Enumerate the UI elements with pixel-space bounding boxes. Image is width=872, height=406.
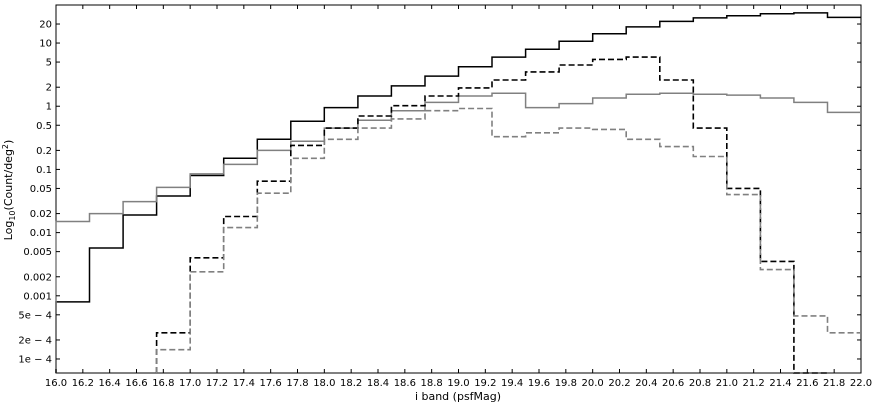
series-line-black-solid (55, 12, 861, 373)
x-axis: 16.0 16.2 16.4 16.6 16.8 17.0 17.2 17.4 17.6 17.8… (45, 5, 872, 389)
y-axis-title-sub: 10 (8, 210, 17, 220)
y-axis-title-rest: (Count/deg (2, 149, 15, 210)
y-tick-label: 0.02 (30, 209, 52, 220)
y-tick-label: 10 (39, 39, 52, 50)
x-tick-label: 21.0 (716, 378, 738, 389)
y-tick-label: 0.1 (36, 165, 52, 176)
y-tick-label: 0.005 (23, 247, 52, 258)
y-axis-title-main: Log (2, 221, 15, 241)
x-tick-label: 16.4 (99, 378, 121, 389)
x-tick-label: 20.4 (635, 378, 657, 389)
x-tick-label: 20.8 (689, 378, 711, 389)
x-tick-label: 17.0 (179, 378, 201, 389)
x-tick-label: 17.2 (206, 378, 228, 389)
x-tick-label: 19.4 (501, 378, 523, 389)
x-tick-label: 20.0 (582, 378, 604, 389)
y-tick-label: 0.002 (23, 272, 52, 283)
x-tick-label: 17.4 (233, 378, 255, 389)
series-line-gray-dashed (155, 107, 861, 373)
y-axis-title-end: ) (2, 140, 15, 144)
x-tick-label: 18.6 (394, 378, 416, 389)
x-tick-label: 20.6 (662, 378, 684, 389)
y-tick-label: 0.001 (23, 291, 52, 302)
y-tick-label: 20 (39, 20, 52, 31)
y-tick-label: 5e − 4 (18, 310, 52, 321)
x-tick-label: 21.8 (823, 378, 845, 389)
series-layer (55, 12, 861, 374)
y-tick-label: 0.05 (30, 184, 52, 195)
x-tick-label: 18.8 (421, 378, 443, 389)
y-axis: 1e − 4 2e − 4 5e − 4 0.001 0.002 0.005 0.01 0.0… (18, 20, 861, 365)
y-tick-label: 2 (46, 83, 52, 94)
x-tick-label: 16.6 (125, 378, 147, 389)
x-tick-label: 16.0 (45, 378, 67, 389)
x-tick-label: 17.6 (260, 378, 282, 389)
series-line-gray-solid (55, 92, 861, 373)
x-tick-label: 19.2 (474, 378, 496, 389)
y-tick-label: 0.2 (36, 146, 52, 157)
x-axis-title: i band (psfMag) (415, 390, 501, 403)
x-tick-label: 16.8 (152, 378, 174, 389)
y-axis-title: Log10(Count/deg2) (1, 140, 17, 241)
x-tick-label: 19.6 (528, 378, 550, 389)
x-tick-label: 18.2 (340, 378, 362, 389)
x-tick-label: 19.8 (555, 378, 577, 389)
x-tick-label: 16.2 (72, 378, 94, 389)
y-tick-label: 2e − 4 (18, 335, 52, 346)
x-tick-label: 20.2 (608, 378, 630, 389)
y-tick-label: 0.5 (36, 121, 52, 132)
x-tick-label: 21.2 (743, 378, 765, 389)
x-tick-label: 19.0 (447, 378, 469, 389)
x-tick-label: 22.0 (850, 378, 872, 389)
x-tick-label: 18.0 (313, 378, 335, 389)
x-tick-label: 21.6 (796, 378, 818, 389)
y-tick-label: 1e − 4 (18, 354, 52, 365)
x-tick-label: 18.4 (367, 378, 389, 389)
y-tick-label: 1 (46, 102, 52, 113)
y-tick-label: 0.01 (30, 228, 52, 239)
y-tick-label: 5 (46, 58, 52, 69)
series-line-black-dashed (155, 56, 828, 374)
x-tick-label: 17.8 (286, 378, 308, 389)
x-tick-label: 21.4 (769, 378, 791, 389)
y-axis-title-sup: 2 (1, 144, 10, 149)
